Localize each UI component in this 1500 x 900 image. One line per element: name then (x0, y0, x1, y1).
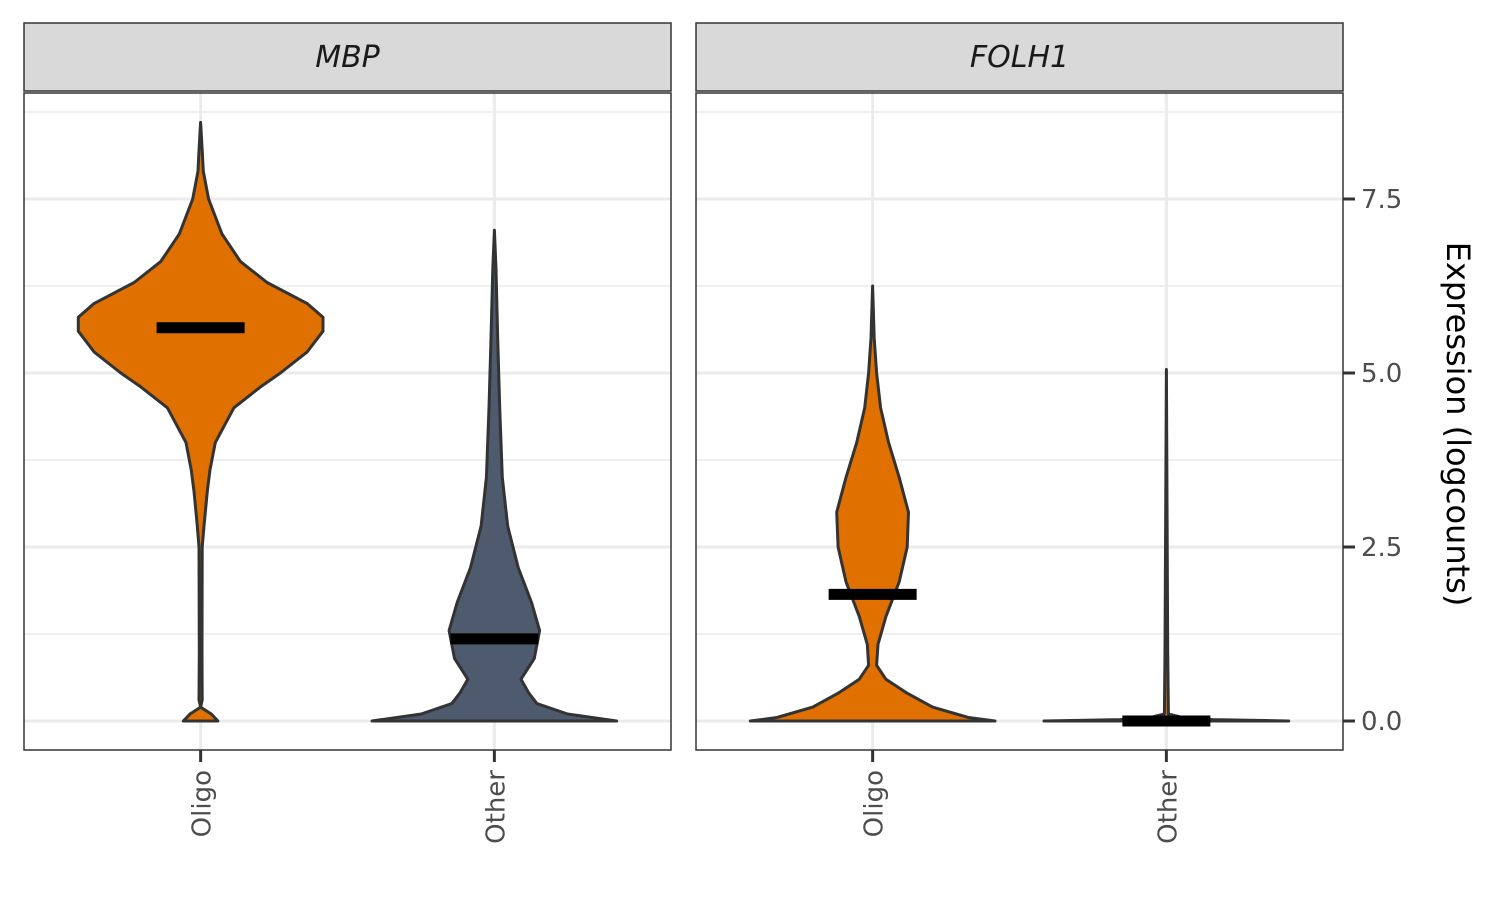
facet-strip-label: MBP (315, 40, 380, 75)
facet-strip-label: FOLH1 (970, 40, 1069, 75)
y-tick-label: 7.5 (1361, 185, 1402, 215)
y-axis: 0.0 2.5 5.0 7.5 (1343, 185, 1402, 737)
x-axis: Oligo Other Oligo Other (188, 750, 1183, 844)
y-tick-label: 5.0 (1361, 359, 1402, 389)
facet-strip (695, 22, 1344, 92)
y-axis-title: Expression (logcounts) (1439, 242, 1477, 607)
y-tick-label: 2.5 (1361, 533, 1402, 563)
panel-background (24, 93, 671, 750)
panel-background (696, 93, 1343, 750)
facet-strip (23, 22, 672, 92)
panel-border (695, 92, 1344, 751)
x-tick-label: Other (481, 770, 511, 844)
frame-layer: MBP FOLH1 (23, 22, 1344, 751)
x-tick-label: Oligo (188, 770, 218, 837)
violin-folh1-oligo (748, 284, 997, 723)
y-tick-label: 0.0 (1361, 707, 1402, 737)
panel-border (23, 92, 672, 751)
violin-mbp-other (370, 228, 619, 723)
violin-layer (76, 120, 1291, 727)
x-tick-label: Other (1153, 770, 1183, 844)
violin-mbp-oligo (76, 120, 325, 723)
x-tick-label: Oligo (860, 770, 890, 837)
